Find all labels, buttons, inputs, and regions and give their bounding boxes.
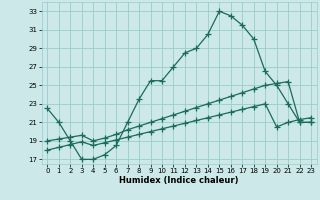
X-axis label: Humidex (Indice chaleur): Humidex (Indice chaleur) bbox=[119, 176, 239, 185]
